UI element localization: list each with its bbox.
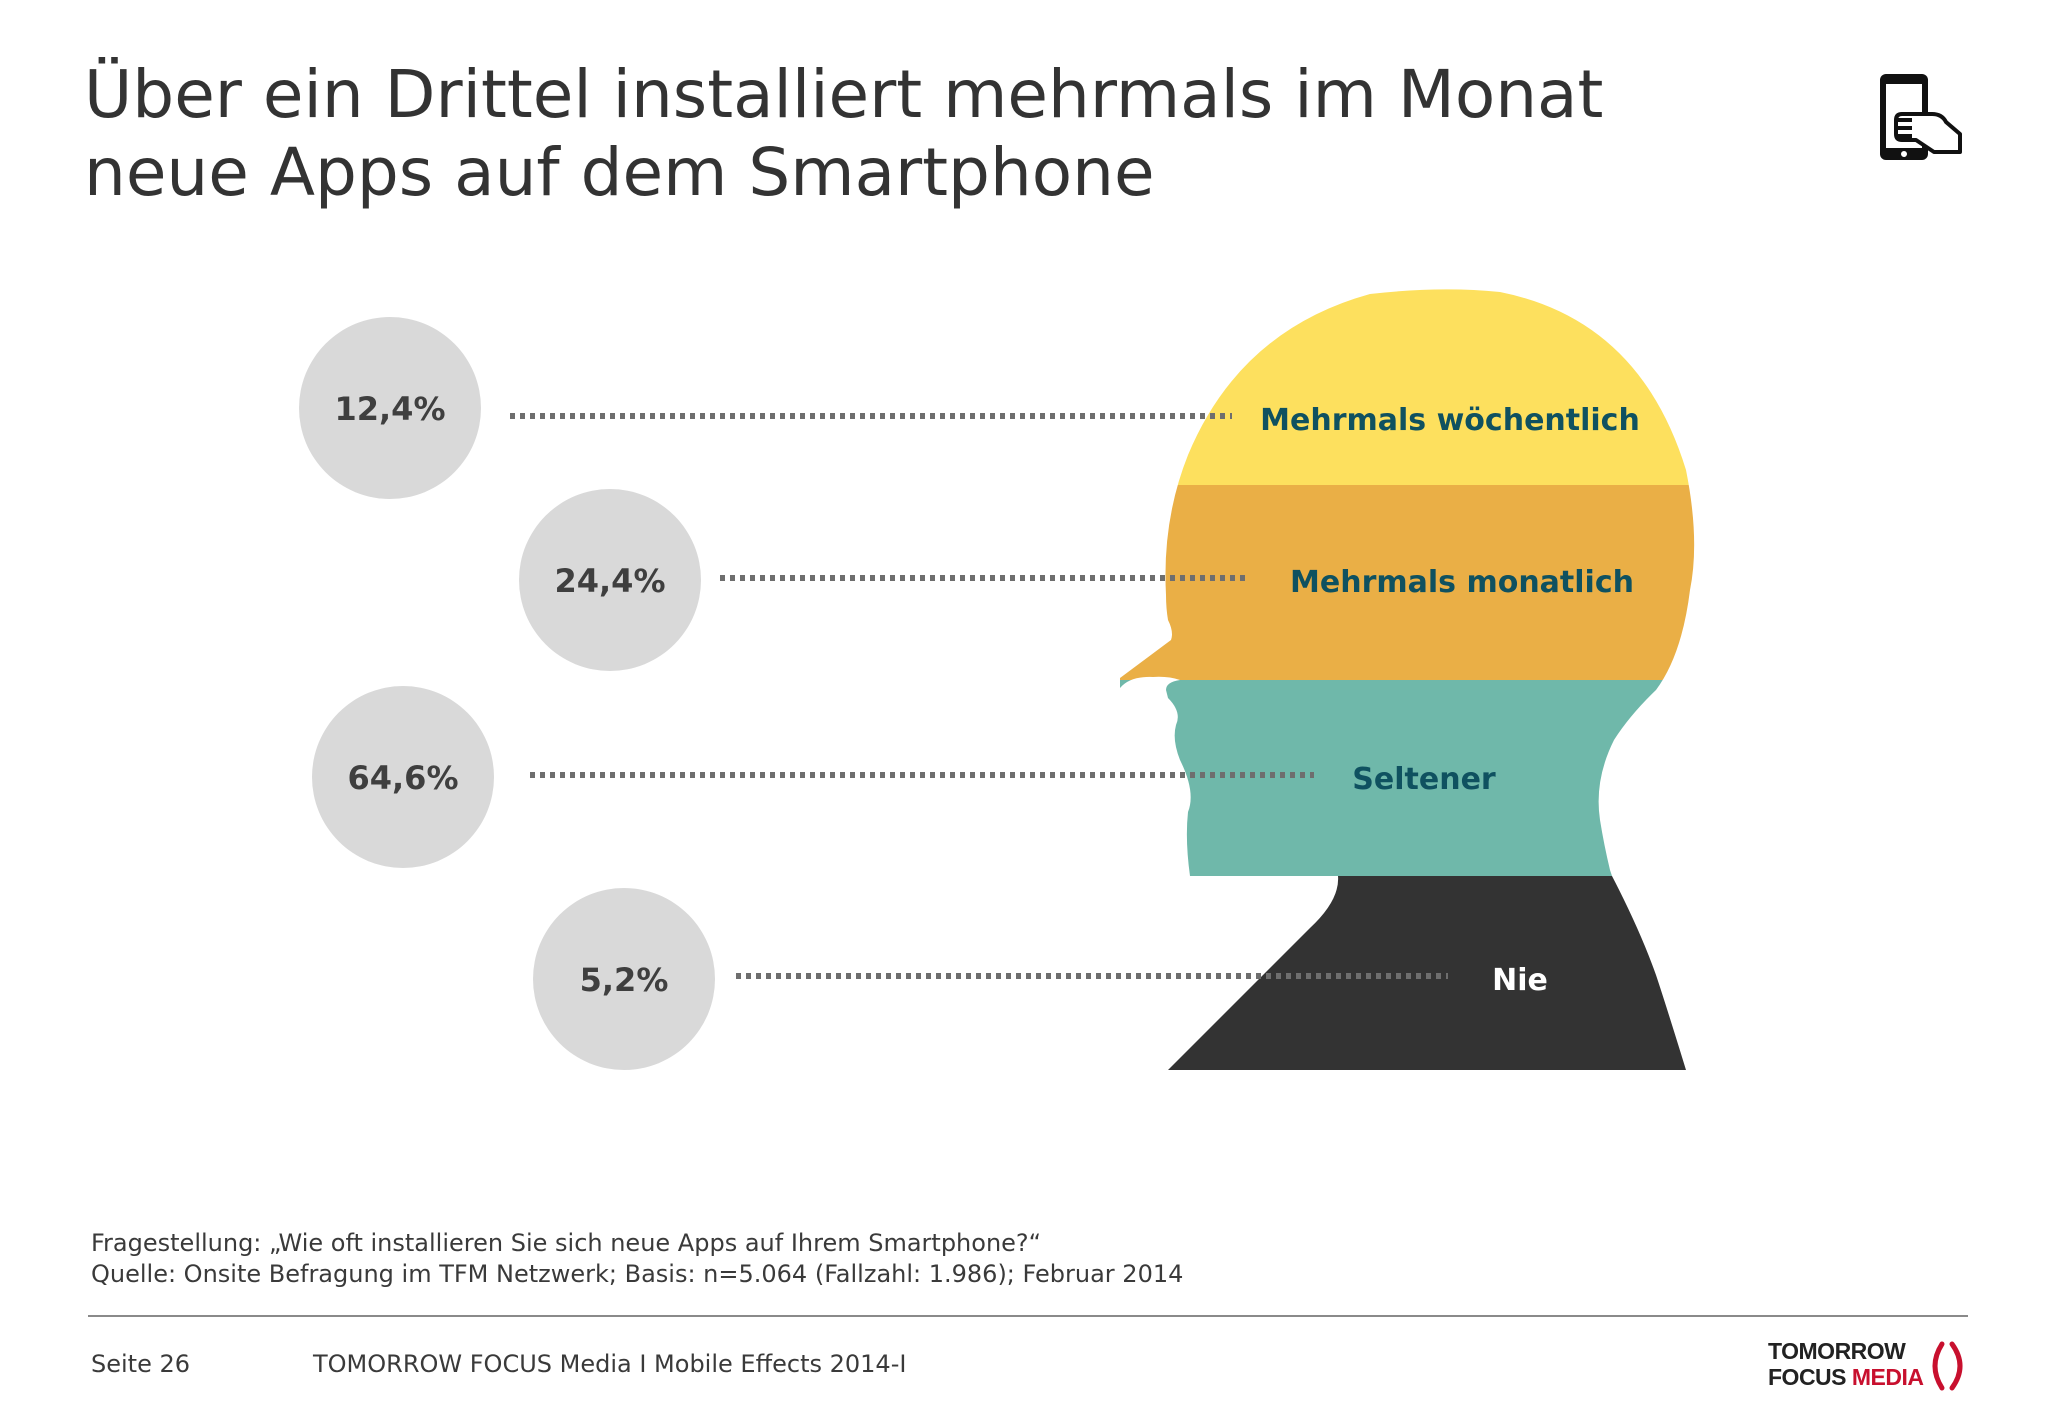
logo-focus: FOCUS: [1768, 1364, 1847, 1390]
footnote: Fragestellung: „Wie oft installieren Sie…: [91, 1228, 1183, 1290]
category-label-mehrmals-woechentlich: Mehrmals wöchentlich: [1260, 403, 1640, 438]
value-label-nie: 5,2%: [580, 961, 669, 999]
value-bubble-mehrmals-monatlich: [519, 489, 701, 671]
page-title-line-2: neue Apps auf dem Smartphone: [84, 134, 1155, 211]
company-logo: TOMORROW FOCUS MEDIA: [1768, 1338, 1978, 1394]
logo-bracket-icon: [1932, 1341, 1963, 1391]
page-title: Über ein Drittel installiert mehrmals im…: [84, 56, 1603, 212]
head-band-mehrmals-woechentlich: [1120, 289, 1695, 485]
smartphone-touch-icon: [1880, 74, 1962, 160]
value-label-mehrmals-woechentlich: 12,4%: [334, 390, 445, 428]
footer-divider: [88, 1315, 1968, 1317]
head-band-seltener: [1120, 680, 1695, 876]
head-silhouette: [1120, 289, 1695, 1070]
value-bubble-mehrmals-woechentlich: [299, 317, 481, 499]
footnote-question: Fragestellung: „Wie oft installieren Sie…: [91, 1229, 1042, 1257]
category-label-seltener: Seltener: [1352, 762, 1496, 797]
logo-media: MEDIA: [1851, 1364, 1924, 1390]
footnote-source: Quelle: Onsite Befragung im TFM Netzwerk…: [91, 1260, 1184, 1288]
value-bubble-seltener: [312, 686, 494, 868]
logo-line-1: TOMORROW: [1768, 1338, 1906, 1364]
category-label-nie: Nie: [1492, 963, 1548, 998]
page-number: Seite 26: [91, 1350, 191, 1378]
page-title-line-1: Über ein Drittel installiert mehrmals im…: [84, 56, 1604, 133]
value-label-seltener: 64,6%: [347, 759, 458, 797]
head-band-mehrmals-monatlich: [1120, 485, 1695, 680]
head-band-nie: [1120, 876, 1695, 1070]
value-label-mehrmals-monatlich: 24,4%: [554, 562, 665, 600]
value-bubble-nie: [533, 888, 715, 1070]
logo-line-2: FOCUS MEDIA: [1768, 1364, 1924, 1391]
footer-source: TOMORROW FOCUS Media I Mobile Effects 20…: [313, 1350, 907, 1378]
category-label-mehrmals-monatlich: Mehrmals monatlich: [1290, 565, 1634, 600]
